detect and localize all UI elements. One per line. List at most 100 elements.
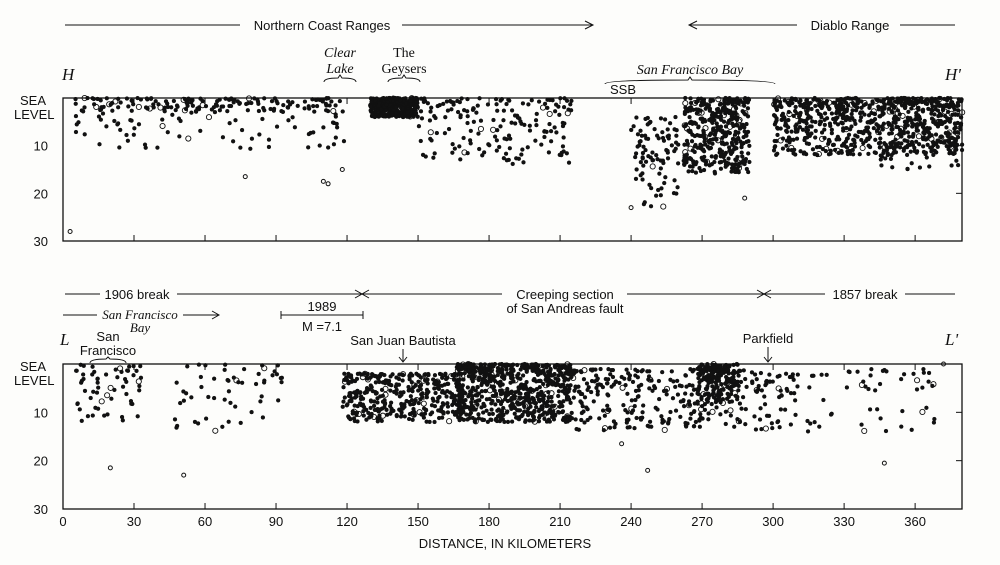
earthquake-point [568,108,574,113]
earthquake-point [827,106,832,111]
earthquake-point [693,162,698,167]
earthquake-point [120,418,125,423]
earthquake-point [406,416,412,422]
earthquake-point [354,412,359,418]
earthquake-point [211,395,217,401]
earthquake-point [706,411,711,416]
earthquake-point [940,106,946,112]
earthquake-point [464,404,469,410]
x-tick-label: 300 [762,514,784,529]
earthquake-point [82,132,87,137]
earthquake-point [692,120,697,125]
earthquake-point [480,153,485,158]
earthquake-point [118,100,123,105]
earthquake-point [664,392,669,397]
earthquake-point [131,363,136,369]
earthquake-point [742,161,747,167]
earthquake-point [257,132,262,137]
earthquake-point [809,373,815,378]
earthquake-point [245,95,253,102]
earthquake-point [683,373,688,378]
earthquake-point [446,418,453,425]
earthquake-point [220,424,225,429]
parkfield-label: Parkfield [743,331,794,346]
earthquake-point [266,137,272,142]
earthquake-point [747,143,752,148]
earthquake-point [784,143,789,148]
earthquake-point [691,424,697,429]
earthquake-point [904,119,909,125]
earthquake-point [719,387,724,393]
earthquake-point [388,400,394,405]
earthquake-point [478,362,483,367]
earthquake-point [325,181,331,187]
earthquake-point [394,382,399,387]
earthquake-point [456,380,461,385]
earthquake-point [606,407,612,412]
earthquake-point [750,380,755,386]
earthquake-point [386,114,392,119]
x-tick-label: 90 [269,514,283,529]
earthquake-point [723,409,729,414]
earthquake-point [878,140,883,145]
earthquake-point [633,397,638,403]
earthquake-point [420,400,427,407]
earthquake-point [641,202,647,207]
earthquake-point [557,365,562,371]
earthquake-point [714,363,720,368]
earthquake-point [735,417,740,422]
earthquake-point [634,115,639,120]
earthquake-point [804,98,809,103]
earthquake-point [552,125,557,130]
earthquake-point [90,364,95,369]
earthquake-point [181,107,188,114]
earthquake-point [673,146,678,151]
earthquake-point [286,118,291,123]
earthquake-point [495,108,500,113]
earthquake-point [394,105,399,110]
earthquake-point [886,120,891,126]
earthquake-point [509,369,514,374]
top-annotations: Northern Coast Ranges Diablo Range H H' … [61,18,961,97]
earthquake-point [493,416,499,422]
earthquake-point [461,417,466,422]
earthquake-point [326,145,331,150]
earthquake-point [198,374,204,380]
earthquake-point [302,99,308,104]
earthquake-point [640,177,645,182]
earthquake-point [774,107,780,113]
earthquake-point [341,139,347,144]
earthquake-point [537,385,542,390]
earthquake-point [342,371,347,376]
earthquake-point [531,400,537,405]
earthquake-point [728,110,733,116]
earthquake-point [807,124,813,129]
earthquake-point [584,381,590,386]
earthquake-point [795,384,800,389]
earthquake-point [656,396,662,402]
earthquake-point [530,411,535,416]
earthquake-point [910,96,916,101]
earthquake-point [683,95,688,101]
earthquake-point [585,407,590,412]
earthquake-point [674,133,679,138]
earthquake-point [321,125,326,130]
earthquake-point [526,102,531,107]
earthquake-point [445,108,451,113]
y-tick-label: 30 [34,502,48,517]
clear-lake-label-2: Lake [325,62,353,77]
earthquake-point [562,364,567,370]
earthquake-point [657,171,662,176]
earthquake-point [844,107,850,112]
earthquake-point [438,408,443,414]
earthquake-point [877,381,883,387]
arrow-head [687,20,698,30]
earthquake-point [539,142,544,147]
earthquake-point [379,113,384,118]
earthquake-point [552,109,558,114]
earthquake-point [867,407,873,412]
earthquake-point [400,406,405,411]
earthquake-point [595,382,600,388]
earthquake-point [728,117,733,122]
